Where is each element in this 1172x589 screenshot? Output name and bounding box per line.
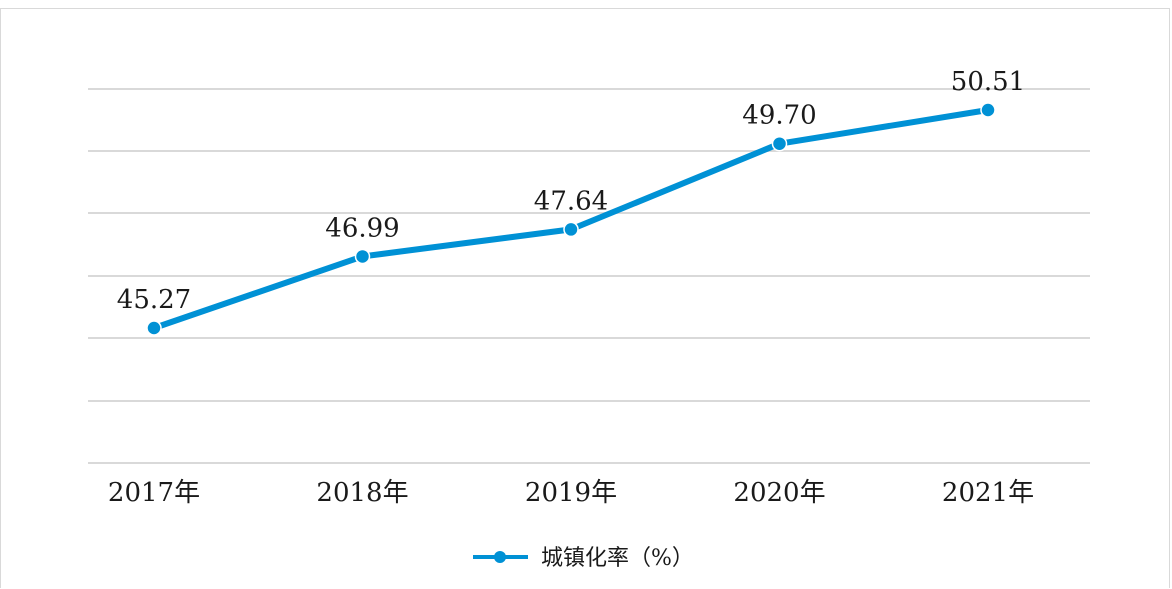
data-point (354, 248, 371, 265)
series-line (151, 107, 991, 331)
data-labels: 45.27 46.99 47.64 49.70 50.51 (117, 67, 1025, 315)
gridlines (88, 88, 1090, 464)
x-tick-label: 2019年 (525, 478, 617, 508)
data-point (771, 135, 788, 152)
data-point (980, 102, 996, 118)
x-tick-label: 2021年 (942, 478, 1034, 508)
data-label: 49.70 (742, 101, 816, 131)
x-tick-label: 2020年 (733, 478, 825, 508)
data-label: 50.51 (951, 67, 1025, 97)
data-point (146, 320, 162, 336)
data-label: 47.64 (534, 186, 608, 216)
x-tick-label: 2018年 (316, 478, 408, 508)
legend-marker-swatch (494, 551, 506, 563)
data-label: 46.99 (325, 213, 399, 243)
x-axis-tick-labels: 2017年 2018年 2019年 2020年 2021年 (108, 478, 1034, 508)
legend-label: 城镇化率（%） (541, 546, 694, 571)
legend: 城镇化率（%） (473, 546, 694, 571)
x-tick-label: 2017年 (108, 478, 200, 508)
chart-frame (0, 8, 1170, 588)
data-label: 45.27 (117, 285, 191, 315)
data-point (563, 221, 579, 238)
series-group (146, 102, 996, 336)
